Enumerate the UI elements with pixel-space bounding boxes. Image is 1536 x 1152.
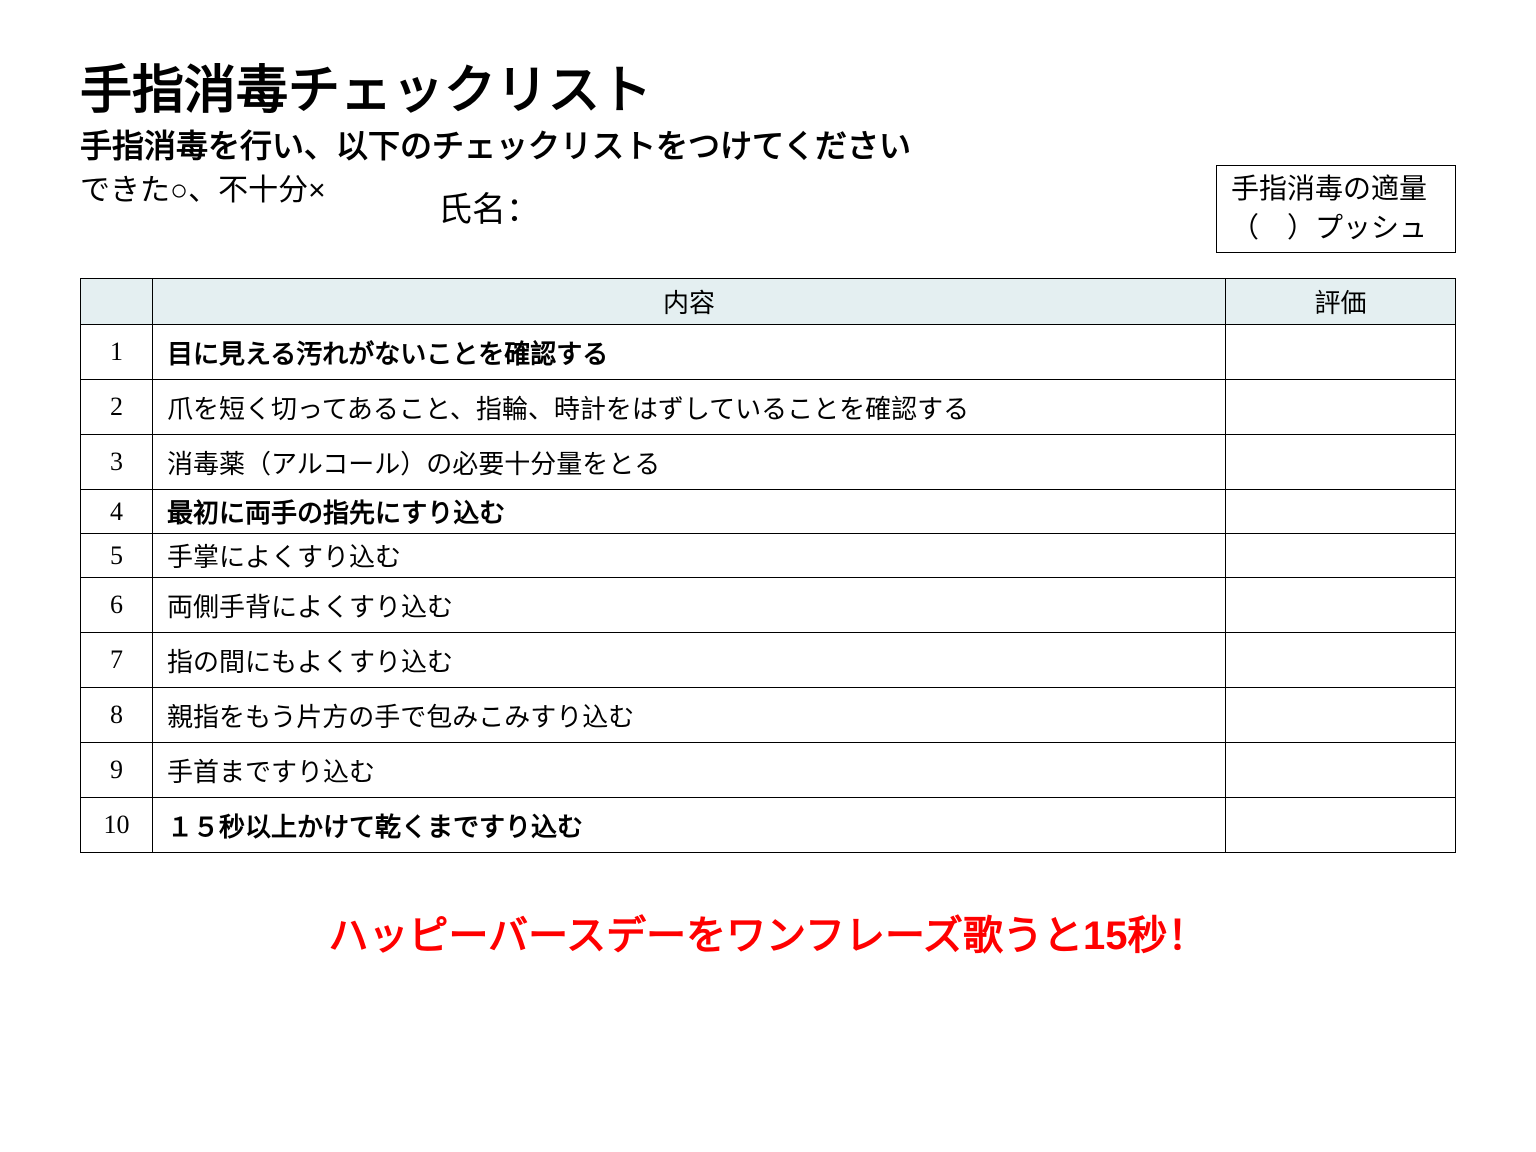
- header-content: 内容: [153, 279, 1226, 325]
- row-number: 3: [81, 435, 153, 490]
- row-eval: [1226, 534, 1456, 578]
- row-content: 指の間にもよくすり込む: [153, 633, 1226, 688]
- row-content: 手首まですり込む: [153, 743, 1226, 798]
- row-content: 爪を短く切ってあること、指輪、時計をはずしていることを確認する: [153, 380, 1226, 435]
- push-amount-box: 手指消毒の適量 （ ）プッシュ: [1216, 165, 1456, 253]
- row-number: 10: [81, 798, 153, 853]
- page-subtitle: 手指消毒を行い、以下のチェックリストをつけてください: [80, 124, 1456, 169]
- row-number: 1: [81, 325, 153, 380]
- row-eval: [1226, 490, 1456, 534]
- table-header-row: 内容 評価: [81, 279, 1456, 325]
- table-row: 2爪を短く切ってあること、指輪、時計をはずしていることを確認する: [81, 380, 1456, 435]
- table-row: 7指の間にもよくすり込む: [81, 633, 1456, 688]
- checklist-table: 内容 評価 1目に見える汚れがないことを確認する2爪を短く切ってあること、指輪、…: [80, 278, 1456, 853]
- row-number: 2: [81, 380, 153, 435]
- row-content: 親指をもう片方の手で包みこみすり込む: [153, 688, 1226, 743]
- row-content: 両側手背によくすり込む: [153, 578, 1226, 633]
- footer-note: ハッピーバースデーをワンフレーズ歌うと15秒！: [80, 903, 1456, 961]
- row-eval: [1226, 435, 1456, 490]
- name-label: 氏名：: [438, 182, 540, 231]
- row-content: 手掌によくすり込む: [153, 534, 1226, 578]
- row-content: 最初に両手の指先にすり込む: [153, 490, 1226, 534]
- row-eval: [1226, 633, 1456, 688]
- row-number: 8: [81, 688, 153, 743]
- row-eval: [1226, 380, 1456, 435]
- row-eval: [1226, 798, 1456, 853]
- header-eval: 評価: [1226, 279, 1456, 325]
- row-number: 6: [81, 578, 153, 633]
- page-title: 手指消毒チェックリスト: [80, 60, 1456, 122]
- row-number: 7: [81, 633, 153, 688]
- table-row: 5手掌によくすり込む: [81, 534, 1456, 578]
- row-content: 目に見える汚れがないことを確認する: [153, 325, 1226, 380]
- header-blank: [81, 279, 153, 325]
- row-number: 4: [81, 490, 153, 534]
- row-eval: [1226, 325, 1456, 380]
- row-eval: [1226, 578, 1456, 633]
- table-row: 1目に見える汚れがないことを確認する: [81, 325, 1456, 380]
- table-row: 10１５秒以上かけて乾くまですり込む: [81, 798, 1456, 853]
- table-row: 4最初に両手の指先にすり込む: [81, 490, 1456, 534]
- table-row: 6両側手背によくすり込む: [81, 578, 1456, 633]
- table-row: 3消毒薬（アルコール）の必要十分量をとる: [81, 435, 1456, 490]
- row-number: 9: [81, 743, 153, 798]
- row-eval: [1226, 688, 1456, 743]
- table-row: 8親指をもう片方の手で包みこみすり込む: [81, 688, 1456, 743]
- row-content: 消毒薬（アルコール）の必要十分量をとる: [153, 435, 1226, 490]
- push-box-line1: 手指消毒の適量: [1231, 170, 1441, 209]
- row-number: 5: [81, 534, 153, 578]
- row-content: １５秒以上かけて乾くまですり込む: [153, 798, 1226, 853]
- row-eval: [1226, 743, 1456, 798]
- push-box-line2: （ ）プッシュ: [1231, 209, 1441, 248]
- table-row: 9手首まですり込む: [81, 743, 1456, 798]
